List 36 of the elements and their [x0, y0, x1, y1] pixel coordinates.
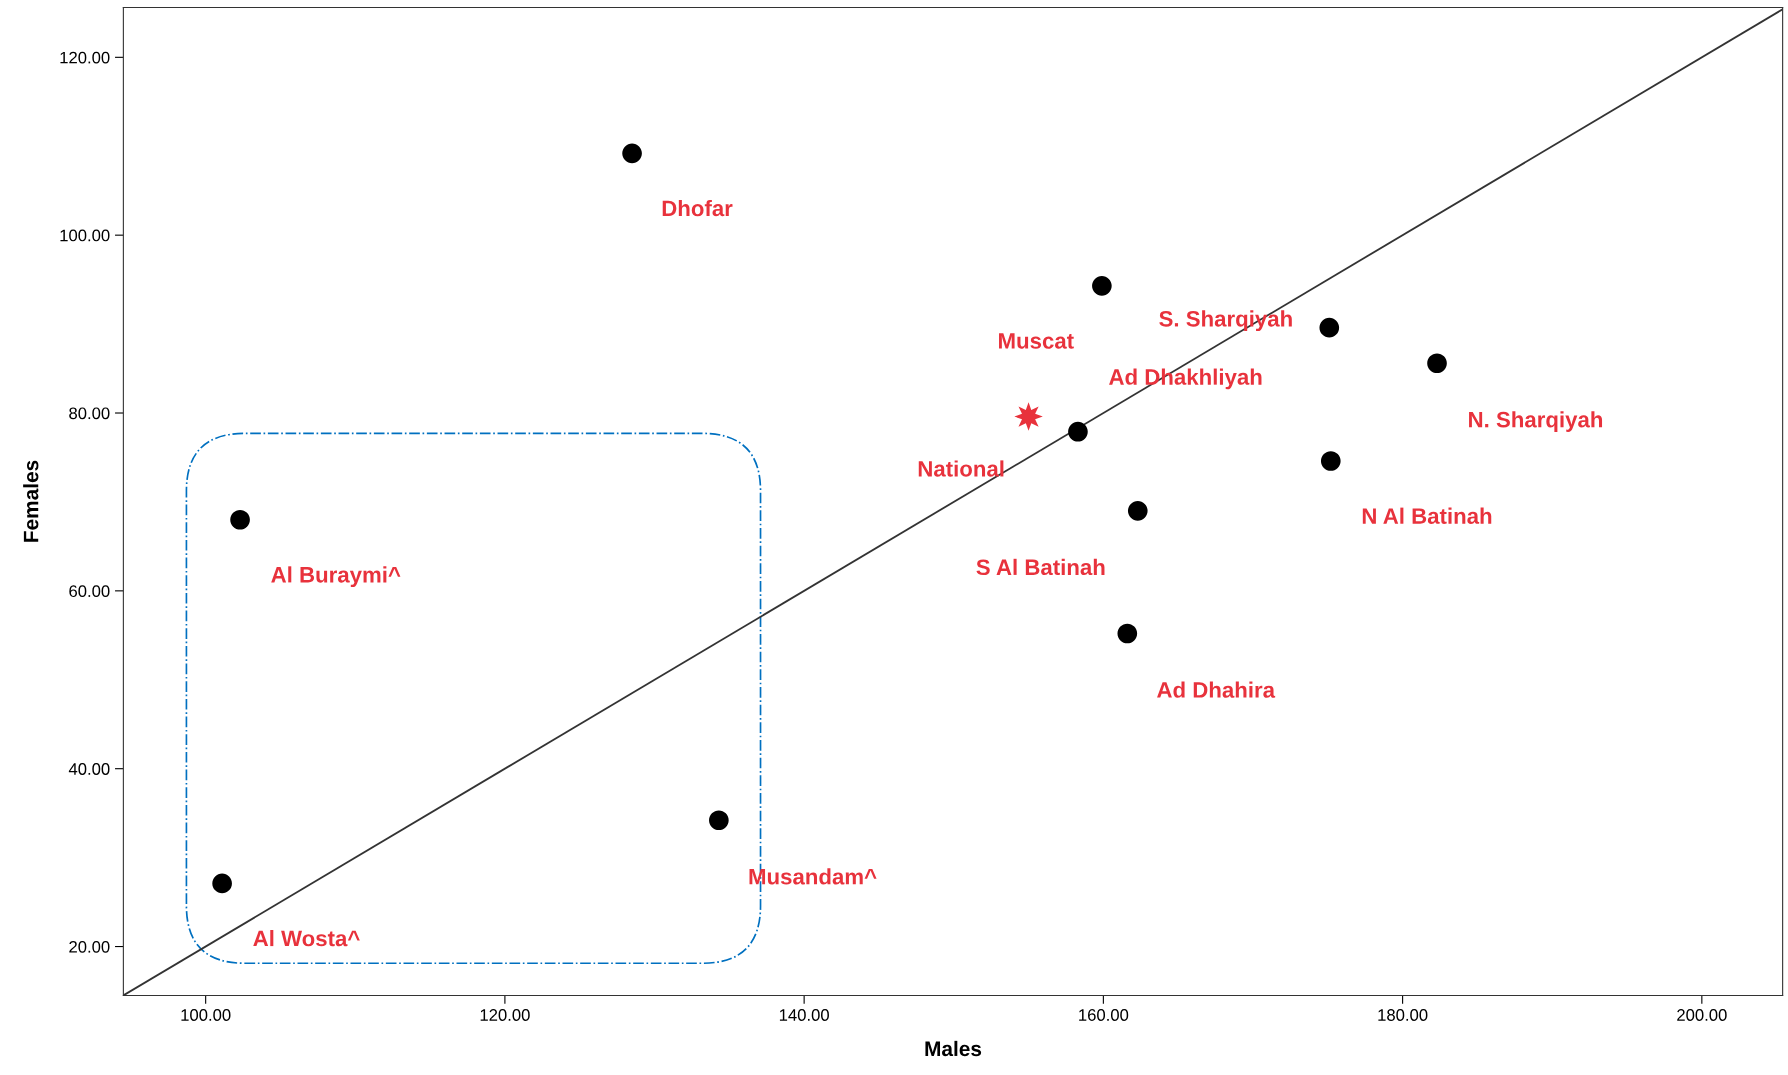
point [1117, 623, 1138, 644]
x-tick-label: 100.00 [181, 1009, 231, 1021]
annotation: N. Sharqiyah [1469, 411, 1603, 432]
y-tick-label: 60.00 [69, 585, 110, 598]
point [1319, 317, 1340, 338]
x-tick-label: 120.00 [480, 1009, 530, 1021]
annotation: Musandam^ [749, 868, 877, 885]
y-axis-title: Females [23, 460, 39, 542]
y-tick-label: 40.00 [68, 763, 110, 775]
x-tick-label: 160.00 [1079, 1009, 1129, 1021]
y-tick-label: 100.00 [60, 229, 110, 242]
point [230, 509, 250, 530]
x-tick-label: 200.00 [1677, 1009, 1727, 1021]
point [1127, 501, 1148, 521]
annotation: Al Buraymi^ [271, 566, 401, 588]
y-tick-label: 20.00 [69, 940, 110, 953]
annotation: Al Wosta^ [253, 929, 360, 947]
annotation: National [918, 460, 1004, 477]
point [622, 143, 642, 164]
y-tick-label: 80.00 [69, 407, 110, 420]
point [1427, 353, 1447, 374]
y-tick-label: 120.00 [60, 51, 110, 64]
x-tick-label: 140.00 [779, 1009, 829, 1021]
point [709, 810, 729, 831]
annotation: S Al Batinah [976, 558, 1105, 576]
annotation: Dhofar [662, 199, 733, 217]
point [1014, 402, 1043, 431]
point [212, 873, 232, 894]
point [1092, 276, 1112, 296]
point [1320, 451, 1341, 471]
x-axis-title: Males [925, 1040, 982, 1057]
annotation: Ad Dhahira [1157, 681, 1276, 698]
annotation: N Al Batinah [1362, 507, 1492, 524]
x-tick-label: 180.00 [1378, 1009, 1428, 1021]
annotation: Muscat [999, 333, 1074, 349]
point [1068, 421, 1088, 442]
